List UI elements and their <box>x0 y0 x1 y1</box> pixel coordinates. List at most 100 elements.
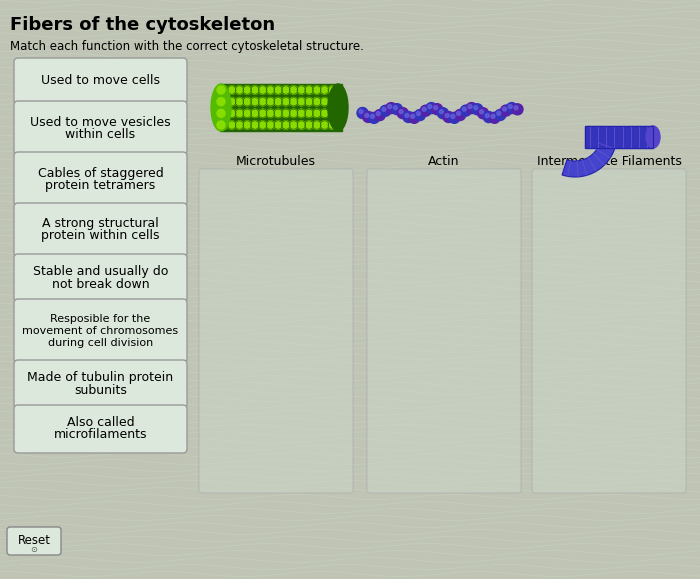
Text: A strong structural: A strong structural <box>42 218 159 230</box>
Circle shape <box>274 97 282 106</box>
Circle shape <box>370 115 374 118</box>
Circle shape <box>483 112 494 123</box>
Circle shape <box>220 86 228 94</box>
Circle shape <box>321 86 329 94</box>
Circle shape <box>251 97 259 106</box>
Circle shape <box>386 102 397 113</box>
Circle shape <box>220 121 228 129</box>
Text: protein within cells: protein within cells <box>41 229 160 243</box>
Circle shape <box>454 109 466 120</box>
Text: not break down: not break down <box>52 277 149 291</box>
Circle shape <box>411 114 414 118</box>
Circle shape <box>328 121 337 129</box>
FancyBboxPatch shape <box>7 527 61 555</box>
Text: protein tetramers: protein tetramers <box>46 178 155 192</box>
Circle shape <box>281 121 290 129</box>
Circle shape <box>506 102 517 113</box>
Circle shape <box>228 86 236 94</box>
Circle shape <box>313 109 321 118</box>
Circle shape <box>220 97 228 106</box>
Circle shape <box>466 102 477 113</box>
Circle shape <box>258 97 267 106</box>
Text: Match each function with the correct cytoskeletal structure.: Match each function with the correct cyt… <box>10 40 364 53</box>
Circle shape <box>305 121 314 129</box>
Circle shape <box>243 121 251 129</box>
FancyBboxPatch shape <box>14 360 187 408</box>
FancyBboxPatch shape <box>367 169 521 493</box>
Circle shape <box>512 104 523 115</box>
Circle shape <box>391 104 402 115</box>
Circle shape <box>243 86 251 94</box>
Circle shape <box>397 108 408 119</box>
Bar <box>585 126 653 148</box>
Circle shape <box>281 97 290 106</box>
Circle shape <box>289 97 298 106</box>
Text: Resposible for the: Resposible for the <box>50 314 150 324</box>
Circle shape <box>258 86 267 94</box>
Text: Cables of staggered: Cables of staggered <box>38 167 163 179</box>
Circle shape <box>266 121 274 129</box>
Circle shape <box>297 97 305 106</box>
Circle shape <box>321 97 329 106</box>
FancyBboxPatch shape <box>14 299 187 363</box>
Circle shape <box>438 108 449 119</box>
Circle shape <box>328 86 337 94</box>
Circle shape <box>336 109 344 118</box>
Circle shape <box>388 105 392 109</box>
Text: Also called: Also called <box>66 416 134 430</box>
Text: Made of tubulin protein: Made of tubulin protein <box>27 372 174 384</box>
FancyBboxPatch shape <box>14 101 187 155</box>
FancyBboxPatch shape <box>14 203 187 257</box>
Circle shape <box>376 112 380 116</box>
Circle shape <box>359 109 363 113</box>
Text: Actin: Actin <box>428 155 460 168</box>
Ellipse shape <box>328 84 348 131</box>
Circle shape <box>449 112 460 123</box>
Text: ⊙: ⊙ <box>31 545 38 555</box>
FancyBboxPatch shape <box>14 58 187 104</box>
Text: Reset: Reset <box>18 534 50 548</box>
Circle shape <box>313 97 321 106</box>
Circle shape <box>491 114 495 118</box>
Circle shape <box>305 97 314 106</box>
Circle shape <box>297 86 305 94</box>
Circle shape <box>336 97 344 106</box>
Circle shape <box>414 109 426 120</box>
Circle shape <box>443 112 454 123</box>
Circle shape <box>399 109 403 113</box>
Circle shape <box>217 86 225 94</box>
FancyBboxPatch shape <box>14 254 187 302</box>
Circle shape <box>289 109 298 118</box>
Circle shape <box>365 113 369 118</box>
Circle shape <box>251 86 259 94</box>
Circle shape <box>480 110 484 113</box>
Circle shape <box>281 86 290 94</box>
Circle shape <box>321 109 329 118</box>
Text: Intermediate Filaments: Intermediate Filaments <box>537 155 681 168</box>
Circle shape <box>336 121 344 129</box>
Circle shape <box>474 106 478 110</box>
Circle shape <box>266 97 274 106</box>
Circle shape <box>297 109 305 118</box>
Text: Fibers of the cytoskeleton: Fibers of the cytoskeleton <box>10 16 275 34</box>
Ellipse shape <box>211 84 231 131</box>
Circle shape <box>363 111 374 122</box>
Circle shape <box>380 105 391 116</box>
Circle shape <box>289 121 298 129</box>
Circle shape <box>220 109 228 118</box>
Circle shape <box>297 121 305 129</box>
Circle shape <box>503 107 507 111</box>
Circle shape <box>336 86 344 94</box>
Circle shape <box>274 86 282 94</box>
Circle shape <box>217 98 225 105</box>
Circle shape <box>420 105 431 116</box>
Circle shape <box>508 105 512 109</box>
Text: during cell division: during cell division <box>48 338 153 348</box>
Circle shape <box>374 109 385 120</box>
Text: movement of chromosomes: movement of chromosomes <box>22 326 178 336</box>
Text: subunits: subunits <box>74 383 127 397</box>
Circle shape <box>274 121 282 129</box>
Circle shape <box>274 109 282 118</box>
Circle shape <box>368 112 379 123</box>
Circle shape <box>403 112 414 123</box>
